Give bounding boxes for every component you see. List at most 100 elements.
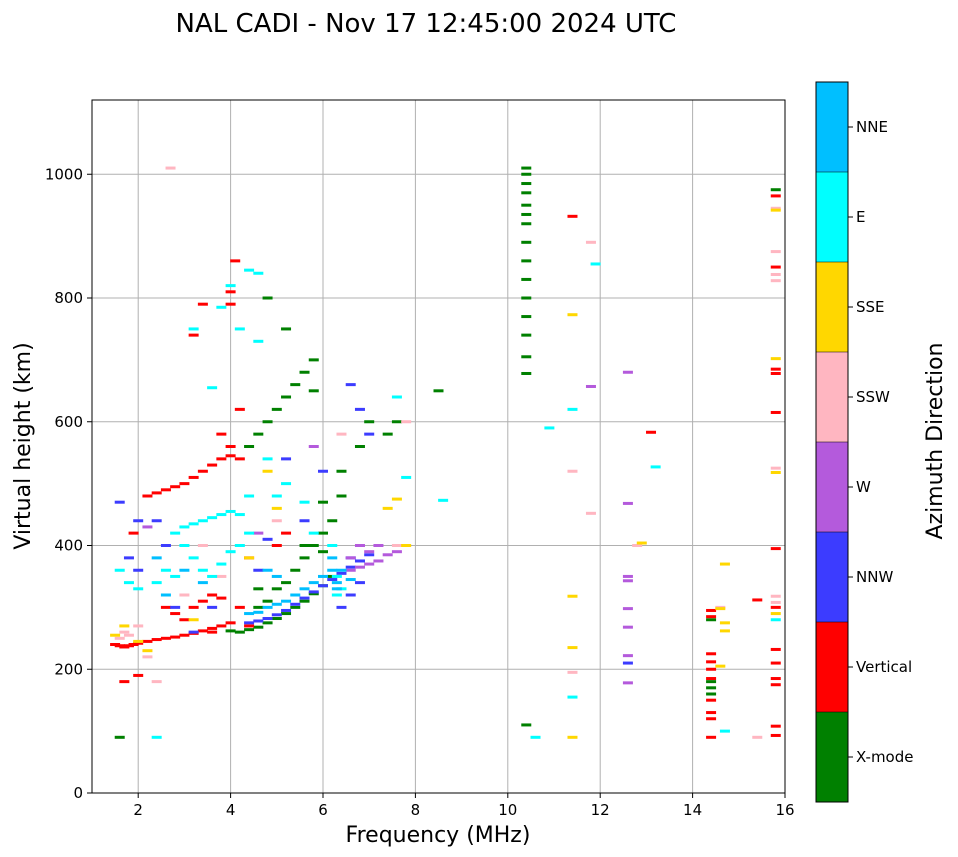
data-point [133,641,144,645]
data-point [622,370,633,374]
data-point [706,735,717,739]
data-point [567,646,578,650]
data-point [382,553,393,557]
data-point [281,599,292,603]
data-point [225,284,236,288]
data-point [770,600,781,604]
data-point [281,581,292,585]
data-point [225,629,236,633]
data-point [770,367,781,371]
data-point [114,735,125,739]
data-point [336,571,347,575]
data-point [119,630,130,634]
data-point [521,166,532,170]
colorbar: X-mode Vertical NNW W SSW SSE E NNE [815,81,913,803]
data-point [521,172,532,176]
data-point [567,407,578,411]
data-point [207,516,218,520]
data-point [230,259,241,263]
data-point [299,556,310,560]
data-point [216,305,227,309]
data-point [188,605,199,609]
data-point [216,562,227,566]
series-sse [110,208,781,739]
data-point [770,206,781,210]
data-point [299,519,310,523]
data-point [114,636,125,640]
data-point [188,327,199,331]
data-point [234,513,245,517]
data-point [253,619,264,623]
data-point [225,509,236,513]
data-point [331,587,342,591]
data-point [364,550,375,554]
data-point [225,290,236,294]
data-point [327,556,338,560]
colorbar-label: W [856,478,871,496]
y-tick-label: 1000 [45,165,83,183]
data-point [770,661,781,665]
data-point [197,599,208,603]
data-point [770,265,781,269]
colorbar-swatch [816,262,848,352]
data-point [197,629,208,633]
data-point [253,605,264,609]
data-point [207,605,218,609]
data-point [188,630,199,634]
data-point [770,612,781,616]
data-point [262,599,273,603]
data-point [271,587,282,591]
data-point [197,544,208,547]
data-point [271,494,282,498]
data-point [151,638,162,642]
data-point [142,649,153,653]
data-point [151,581,162,585]
colorbar-swatch [816,442,848,532]
data-point [244,531,255,535]
data-point [188,556,199,560]
data-point [770,194,781,198]
data-point [197,568,208,572]
data-point [244,621,255,625]
data-point [391,544,402,547]
data-point [170,574,181,578]
data-point [160,605,171,609]
series-ssw [114,166,781,739]
data-point [622,501,633,505]
data-point [179,618,190,622]
chart-title: NAL CADI - Nov 17 12:45:00 2024 UTC [176,9,677,39]
y-tick-label: 0 [73,784,83,802]
data-point [216,457,227,461]
data-points [110,166,781,739]
data-point [770,208,781,212]
data-point [197,302,208,306]
data-point [225,621,236,625]
data-point [151,491,162,495]
data-point [318,584,328,588]
data-point [225,302,236,306]
data-point [567,735,578,739]
data-point [521,371,532,375]
data-point [318,550,328,554]
data-point [391,550,402,554]
data-point [706,692,717,696]
x-tick-label: 14 [683,801,702,819]
data-point [433,389,444,393]
data-point [262,457,273,461]
data-point [244,628,255,632]
data-point [391,420,402,424]
data-point [142,639,153,643]
data-point [521,240,532,244]
data-point [281,395,292,399]
data-point [123,633,134,637]
data-point [179,593,190,597]
data-point [234,407,245,411]
data-point [188,522,199,526]
colorbar-swatch [816,172,848,262]
data-point [401,420,412,424]
data-point [770,410,781,414]
x-axis-ticks: 2 4 6 8 10 12 14 16 [133,793,795,819]
data-point [706,717,717,721]
data-point [354,559,365,563]
